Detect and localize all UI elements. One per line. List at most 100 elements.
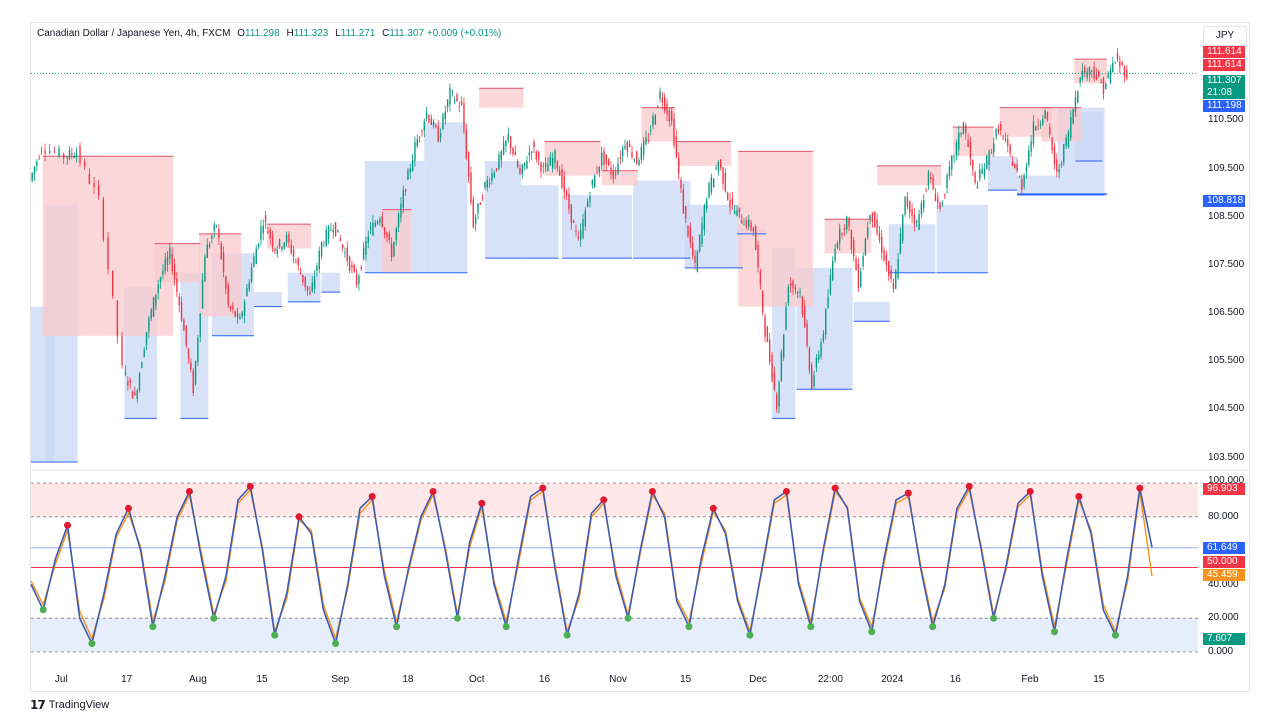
candle-body [152,297,155,317]
osc-peak-marker [478,499,486,507]
candle-body [297,258,299,266]
candle-body [211,235,213,239]
candle-body [1037,124,1039,126]
candle-body [626,141,629,152]
osc-peak-marker [368,493,376,501]
candle-body [295,260,297,263]
candle-body [68,149,71,159]
candle-body [150,309,152,319]
candle-body [407,169,409,180]
candle-body [1123,66,1126,77]
candle-body [320,241,323,257]
candle-body [892,282,895,289]
chart-frame [30,22,1250,692]
candle-body [589,196,591,202]
candle-body [353,265,355,272]
candle-body [633,159,636,160]
osc-trough-marker [563,631,571,639]
candle-body [1084,67,1086,74]
candle-body [682,189,685,214]
candle-body [729,199,731,208]
candle-body [344,252,346,254]
candle-body [40,150,43,152]
y-tick: 109.500 [1208,163,1245,174]
candle-body [621,147,624,157]
osc-peak-marker [246,482,254,490]
support-price-tag: 108.818 [1203,195,1245,207]
candle-body [684,206,687,219]
demand-zone [684,204,743,268]
candle-body [260,226,262,240]
candle-body [1028,150,1030,165]
candle-body [220,243,222,259]
candle-body [736,210,738,216]
candle-body [565,190,568,196]
candle-body [79,145,81,164]
candle-body [1100,81,1102,84]
demand-zone [253,292,282,307]
candle-body [33,166,36,175]
candle-body [780,352,783,381]
candle-body [1009,144,1011,154]
candle-body [395,228,397,240]
demand-zone [561,195,633,259]
osc-peak-marker [904,489,912,497]
osc-trough-marker [1051,628,1059,636]
currency-button[interactable]: JPY [1203,26,1247,46]
candle-body [236,313,239,317]
candle-body [369,226,372,230]
candle-body [649,130,652,132]
low-label: L [335,28,341,39]
candle-body [58,148,60,157]
candle-body [491,173,493,181]
candle-body [138,373,141,391]
candle-body [974,172,976,183]
candle-body [691,242,694,256]
candle-body [617,163,619,174]
candle-body [278,239,281,247]
candle-body [663,96,666,111]
candle-body [439,132,442,138]
candle-body [825,308,827,336]
candle-body [107,237,109,270]
candle-body [255,248,257,265]
candle-body [836,242,839,248]
candle-body [215,225,218,227]
candle-body [500,151,503,161]
x-tick: Feb [1021,674,1039,685]
candle-body [1014,164,1016,169]
candle-body [330,229,332,231]
candle-body [645,137,647,145]
candle-body [659,91,661,99]
candle-body [1016,164,1018,172]
candle-body [453,100,456,102]
candle-body [677,157,680,173]
candle-body [925,189,927,192]
x-tick: Aug [188,674,207,685]
candle-body [811,364,813,389]
candle-body [878,232,881,240]
symbol-name: Canadian Dollar / Japanese Yen, 4h, FXCM [37,28,231,39]
demand-zone [888,224,936,273]
candle-body [944,195,946,196]
candle-body [698,234,701,251]
candle-body [930,177,932,180]
x-tick: Oct [469,674,485,685]
osc-trough-marker [332,640,340,648]
osc-mid-tag: 50.000 [1203,556,1245,568]
candle-body [206,244,208,258]
candle-body [271,235,274,247]
candle-body [881,236,883,253]
candle-body [442,114,444,129]
candle-body [913,214,916,225]
candle-body [745,220,748,228]
candle-body [66,157,68,159]
candle-body [864,239,867,256]
osc-y-tick: 80.000 [1208,511,1239,522]
osc-peak-marker [185,487,193,495]
demand-zone [1017,175,1058,196]
osc-peak-marker [782,487,790,495]
candle-body [164,259,166,272]
candle-body [267,230,269,234]
